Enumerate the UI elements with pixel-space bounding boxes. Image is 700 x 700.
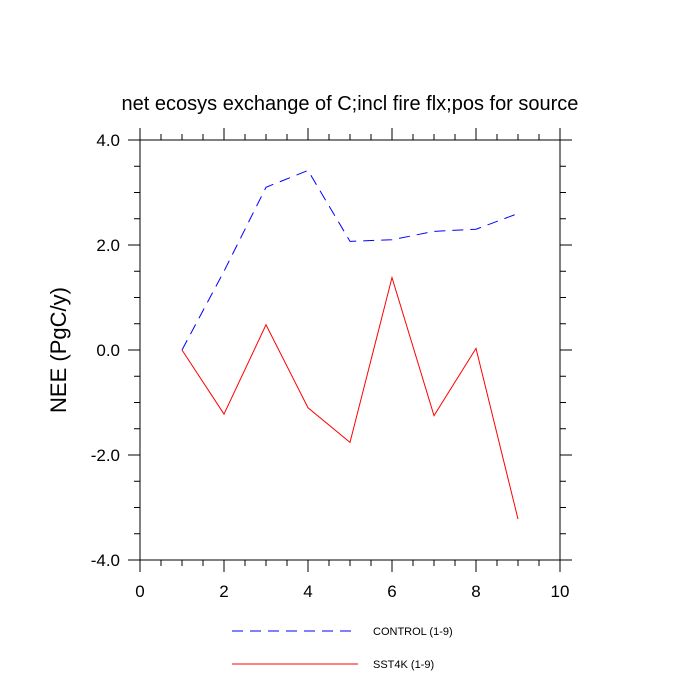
plot-border (139, 139, 561, 561)
axis-tick-labels: 0 2 4 6 8 10 -4.0 -2.0 0.0 2.0 4.0 (91, 131, 570, 601)
series-lines (181, 169, 519, 520)
x-tick-label: 2 (219, 582, 228, 601)
x-tick-label: 4 (303, 582, 312, 601)
x-tick-label: 0 (135, 582, 144, 601)
y-tick-label: -2.0 (91, 446, 120, 465)
y-tick-label: 2.0 (96, 236, 120, 255)
plot-frame (139, 139, 561, 561)
legend: CONTROL (1-9) SST4K (1-9) (232, 626, 453, 671)
x-tick-label: 6 (387, 582, 396, 601)
y-axis-label: NEE (PgC/y) (46, 287, 71, 413)
legend-label-0: CONTROL (1-9) (373, 626, 453, 638)
x-tick-label: 8 (471, 582, 480, 601)
series-line-0 (181, 169, 519, 351)
y-tick-label: 4.0 (96, 131, 120, 150)
y-tick-label: -4.0 (91, 551, 120, 570)
chart-title: net ecosys exchange of C;incl fire flx;p… (122, 93, 579, 115)
y-tick-label: 0.0 (96, 341, 120, 360)
axis-ticks (128, 128, 572, 572)
series-line-1 (181, 275, 519, 520)
legend-label-1: SST4K (1-9) (373, 659, 434, 671)
x-tick-label: 10 (551, 582, 570, 601)
